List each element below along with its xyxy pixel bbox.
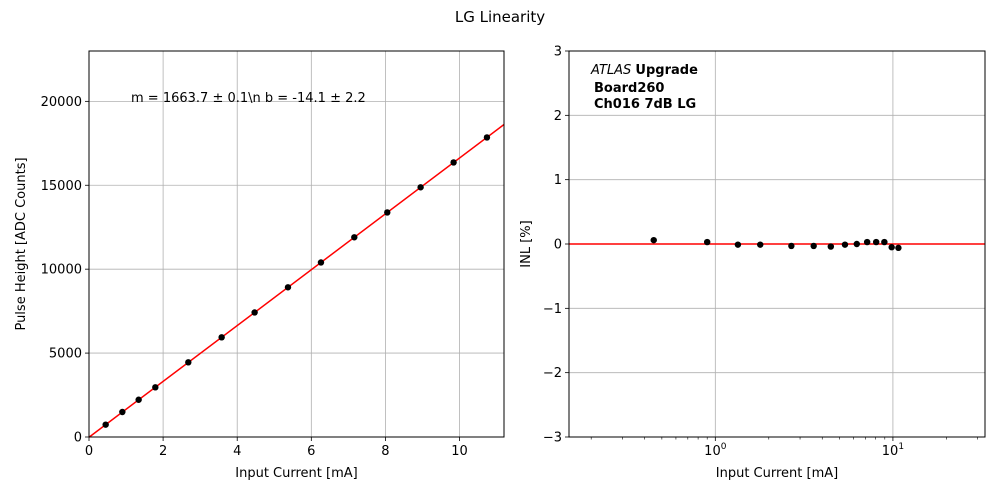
data-point: [810, 242, 817, 250]
left-y-axis-label: Pulse Height [ADC Counts]: [14, 157, 29, 330]
left-x-axis-label: Input Current [mA]: [235, 466, 357, 481]
data-point: [119, 408, 126, 416]
left-plot-frame: [88, 50, 505, 438]
data-point: [152, 384, 159, 391]
data-point: [888, 244, 895, 251]
data-point: [450, 159, 457, 166]
data-point: [841, 241, 849, 248]
x-tick-label: 6: [307, 444, 315, 459]
annotation-line: ATLAS Upgrade: [590, 63, 698, 78]
annotation-italic: ATLAS: [590, 63, 635, 78]
data-point: [251, 309, 258, 316]
figure-title: LG Linearity: [455, 8, 545, 26]
data-point: [895, 244, 902, 252]
y-tick-label: 10000: [41, 263, 82, 278]
data-point: [135, 396, 142, 403]
data-point: [788, 242, 795, 250]
y-tick-label: 3: [554, 45, 562, 60]
right-x-axis-label: Input Current [mA]: [716, 466, 838, 481]
right-y-axis-label: INL [%]: [519, 220, 534, 267]
y-tick-label: 0: [554, 238, 562, 253]
data-point: [827, 243, 835, 250]
x-tick-label: 4: [233, 444, 241, 459]
data-point: [218, 334, 225, 341]
data-point: [417, 184, 424, 191]
data-point: [384, 209, 391, 216]
data-point: [102, 421, 109, 428]
annotation-bold: Upgrade: [635, 63, 698, 78]
data-point: [284, 284, 292, 291]
y-tick-label: 1: [554, 173, 562, 188]
y-tick-label: 5000: [49, 347, 82, 362]
annotation-line: Ch016 7dB LG: [594, 97, 696, 112]
y-tick-label: 15000: [41, 179, 82, 194]
x-tick-label: 8: [381, 444, 389, 459]
y-tick-label: 20000: [41, 95, 82, 110]
x-tick-label: 10: [451, 444, 468, 459]
annotation-bold: Board260: [594, 81, 664, 96]
y-tick-label: −2: [543, 366, 562, 381]
right-series: [569, 236, 985, 252]
x-tick-label: 2: [159, 444, 167, 459]
data-point: [650, 236, 657, 244]
left-ticks: 0 2 4 6 8 10 0 5000 10000 15000 20000: [41, 95, 468, 459]
data-point: [757, 241, 764, 248]
y-tick-label: 2: [554, 109, 562, 124]
y-tick-label: 0: [74, 431, 82, 446]
data-point: [185, 359, 192, 366]
data-point: [734, 241, 742, 248]
left-fit-annotation: m = 1663.7 ± 0.1\n b = -14.1 ± 2.2: [131, 91, 366, 106]
left-chart: 0 2 4 6 8 10 0 5000 10000 15000 20000 Input Curren…: [14, 50, 505, 481]
y-tick-label: −1: [543, 302, 562, 317]
data-point: [351, 234, 358, 241]
fit-line: [88, 123, 505, 438]
data-point: [863, 238, 871, 246]
y-tick-label: −3: [543, 431, 562, 446]
data-point: [317, 259, 325, 266]
data-point: [853, 240, 860, 248]
data-point: [703, 238, 711, 246]
data-point: [483, 134, 491, 141]
data-point: [881, 238, 888, 246]
x-tick-label: 0: [85, 444, 93, 459]
annotation-bold: Ch016 7dB LG: [594, 97, 696, 112]
data-point: [872, 238, 880, 246]
annotation-line: Board260: [594, 81, 664, 96]
left-series: [88, 123, 505, 438]
